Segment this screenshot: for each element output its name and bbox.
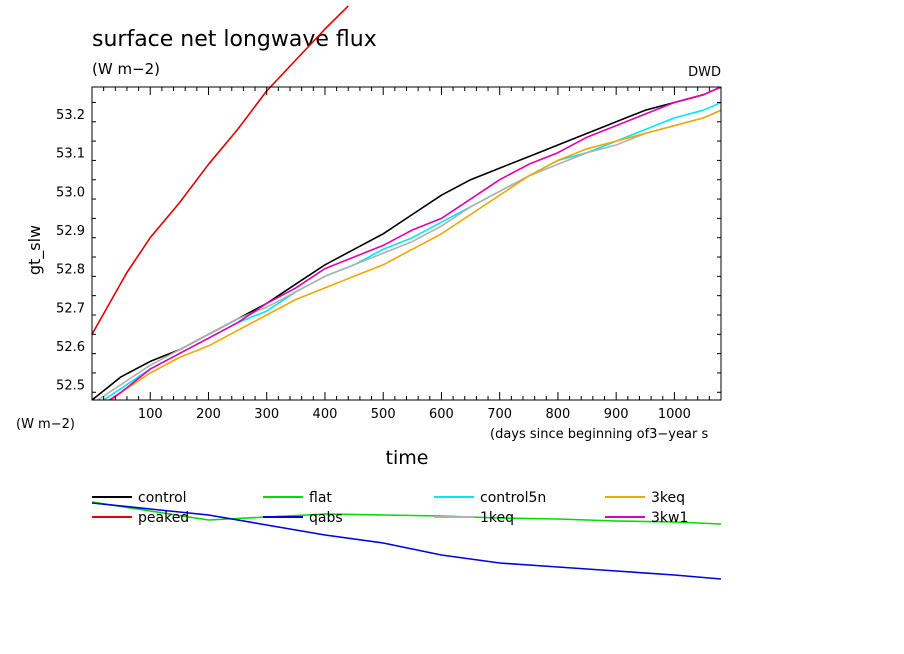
- y-axis: 52.5 52.6 52.7 52.8 52.9 53.0 53.1 53.2: [56, 101, 721, 394]
- y-tick-label: 52.7: [56, 301, 85, 316]
- series-line-3keq: [110, 109, 721, 400]
- y-tick-label: 52.8: [56, 263, 85, 278]
- x-tick-label: 100: [138, 407, 163, 422]
- x-tick-label: 700: [487, 407, 512, 422]
- y-tick-label: 52.9: [56, 224, 85, 239]
- chart-title: surface net longwave flux: [92, 27, 377, 52]
- y-tick-label: 52.6: [56, 340, 85, 355]
- x-tick-label: 900: [604, 407, 629, 422]
- y-tick-label: 53.1: [56, 147, 85, 162]
- series-layer: [91, 5, 721, 400]
- y-tick-label: 52.5: [56, 379, 85, 394]
- x-axis: 100 200 300 400 500 600 700 800 900 1000: [103, 87, 722, 422]
- legend-label-peaked: peaked: [138, 510, 189, 526]
- y-axis-label: gt_slw: [25, 225, 45, 275]
- x-tick-label: 800: [546, 407, 571, 422]
- legend-label-3keq: 3keq: [651, 490, 685, 506]
- legend-label-flat: flat: [309, 490, 332, 506]
- x-axis-label: time: [386, 447, 429, 469]
- x-axis-note: (days since beginning of3−year s: [490, 427, 708, 442]
- y-tick-label: 53.0: [56, 185, 85, 200]
- legend-label-qabs: qabs: [309, 510, 343, 526]
- y-axis-unit-note: (W m−2): [16, 417, 75, 432]
- legend-label-control5n: control5n: [480, 490, 546, 506]
- y-tick-label: 53.2: [56, 108, 85, 123]
- overflow-trace-qabs: [91, 502, 722, 580]
- series-line-control5n: [102, 101, 721, 400]
- chart-units-label: (W m−2): [92, 60, 160, 78]
- legend: control flat control5n 3keq peaked qabs 1keq 3k…: [92, 490, 688, 526]
- series-line-peaked: [91, 5, 349, 335]
- x-tick-label: 600: [429, 407, 454, 422]
- legend-label-control: control: [138, 490, 187, 506]
- x-tick-label: 1000: [658, 407, 691, 422]
- overflow-traces: [91, 501, 722, 580]
- series-line-1keq: [96, 109, 721, 400]
- legend-label-3kw1: 3kw1: [651, 510, 688, 526]
- x-tick-label: 400: [313, 407, 338, 422]
- chart-corner-label: DWD: [688, 65, 721, 80]
- legend-label-1keq: 1keq: [480, 510, 514, 526]
- x-tick-label: 500: [371, 407, 396, 422]
- overflow-trace-flat: [91, 501, 722, 525]
- series-line-3kw1: [108, 87, 721, 400]
- x-tick-label: 200: [196, 407, 221, 422]
- x-tick-label: 300: [254, 407, 279, 422]
